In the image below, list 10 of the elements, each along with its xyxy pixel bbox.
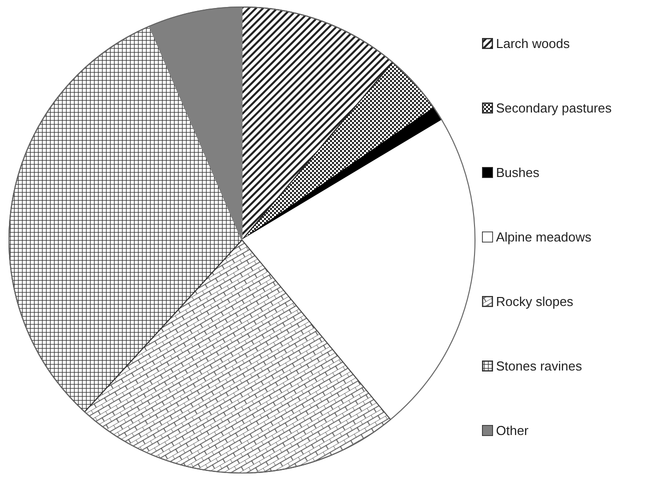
legend-label: Secondary pastures [496, 100, 612, 116]
legend-label: Other [496, 423, 530, 438]
legend-label: Stones ravines [496, 358, 582, 374]
legend-label: Larch woods [496, 36, 570, 51]
pie-slice [8, 26, 242, 412]
pie-slice [148, 6, 242, 240]
legend-label: Alpine meadows [496, 230, 592, 244]
legend-label: Rocky slopes [496, 294, 574, 309]
pie-slice [84, 240, 392, 474]
legend-label: Bushes [496, 165, 540, 180]
